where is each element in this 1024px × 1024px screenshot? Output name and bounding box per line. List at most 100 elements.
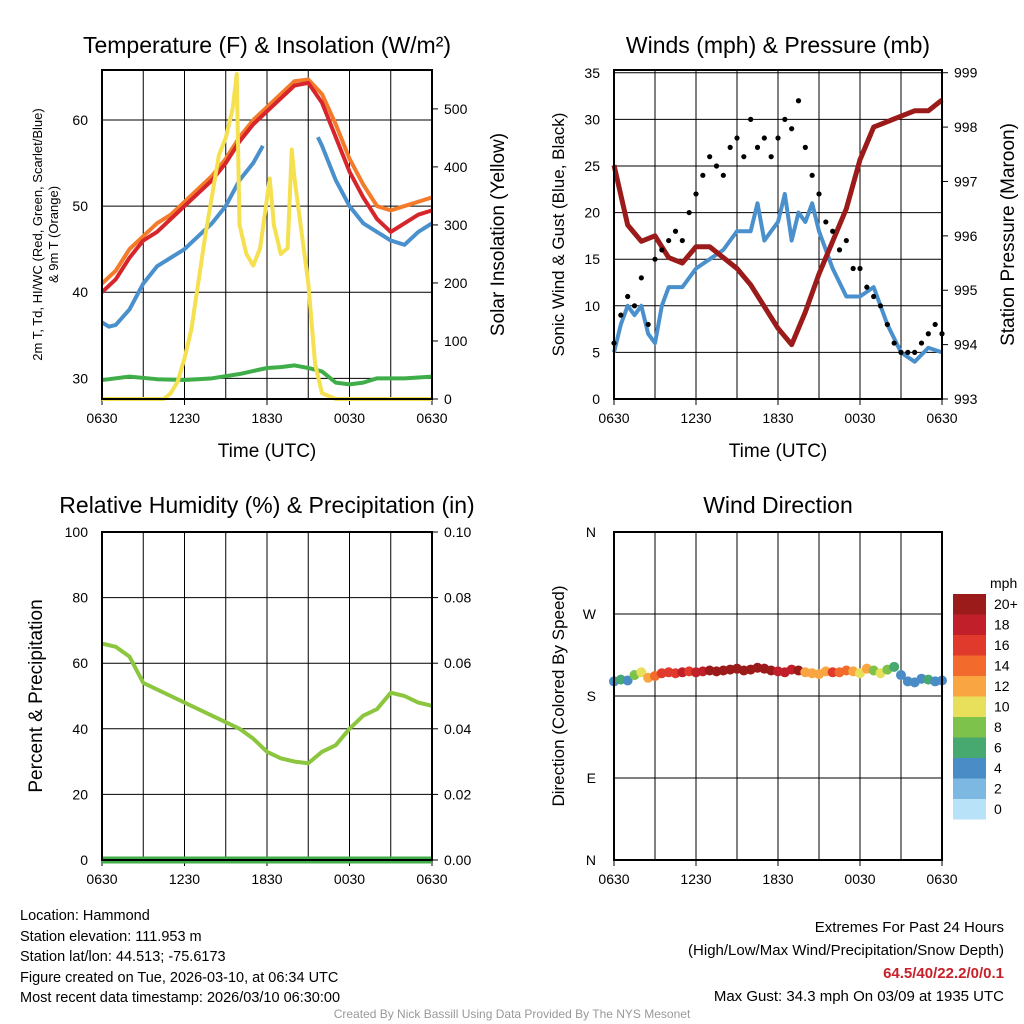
- legend-swatch: [953, 737, 986, 758]
- gust-point: [625, 293, 631, 300]
- series-sonic-wind: [612, 191, 943, 364]
- y2-tick-label: 0.04: [444, 721, 471, 737]
- gust-point: [836, 247, 843, 253]
- x-tick-label: 0030: [334, 871, 365, 887]
- max-gust: Max Gust: 34.3 mph On 03/09 at 1935 UTC: [713, 988, 1004, 1005]
- gust-point: [891, 340, 897, 346]
- x-tick-label: 0630: [598, 410, 629, 426]
- gust-point: [748, 116, 754, 122]
- x-tick-label: 0630: [926, 410, 957, 426]
- recent-timestamp: Most recent data timestamp: 2026/03/10 0…: [20, 990, 341, 1006]
- legend-swatch: [953, 778, 986, 799]
- legend-label: 18: [994, 617, 1010, 633]
- gust-point: [618, 312, 624, 318]
- y-tick-label: 0: [592, 391, 600, 407]
- series-2m-t: [100, 80, 433, 294]
- extremes-title: Extremes For Past 24 Hours: [814, 919, 1004, 936]
- gust-point: [816, 191, 822, 197]
- gust-point: [686, 209, 692, 216]
- legend-label: 2: [994, 781, 1002, 797]
- y2-tick-label: 0.00: [444, 852, 471, 868]
- y-tick-label: 5: [592, 344, 600, 360]
- panel-1: Temperature (F) & Insolation (W/m²) 30 40 5…: [30, 32, 509, 462]
- gust-point: [925, 331, 931, 337]
- y-tick-label: 40: [72, 721, 88, 737]
- y-tick-label: 60: [72, 112, 88, 128]
- y2-axis-label: Solar Insolation (Yellow): [488, 133, 509, 336]
- direction-point: [896, 670, 906, 681]
- gust-point: [789, 126, 795, 132]
- x-tick-label: 1230: [169, 410, 200, 426]
- x-tick-label: 0630: [86, 410, 117, 426]
- series-solar: [102, 72, 432, 401]
- y-tick-label: 35: [584, 65, 600, 81]
- y2-tick-label: 993: [954, 391, 978, 407]
- gust-point: [672, 228, 679, 234]
- chart-title: Temperature (F) & Insolation (W/m²): [83, 32, 451, 58]
- y2-tick-label: 400: [444, 159, 468, 175]
- gust-point: [713, 163, 720, 169]
- plot-frame: [613, 69, 943, 400]
- y-tick-label: 60: [72, 655, 88, 671]
- legend-label: 8: [994, 719, 1002, 735]
- x-tick-label: 0630: [416, 410, 447, 426]
- chart-title: Wind Direction: [703, 492, 853, 518]
- y2-tick-label: 994: [954, 337, 978, 353]
- y2-tick-label: 300: [444, 217, 468, 233]
- legend-swatch: [953, 635, 986, 656]
- y2-tick-label: 997: [954, 173, 978, 189]
- x-tick-label: 0630: [86, 871, 117, 887]
- gust-point: [782, 116, 788, 122]
- extremes-values: 64.5/40/22.2/0/0.1: [883, 965, 1004, 982]
- x-axis-label: Time (UTC): [218, 441, 317, 462]
- x-tick-label: 1230: [169, 871, 200, 887]
- gust-point: [761, 135, 767, 141]
- x-tick-label: 0630: [416, 871, 447, 887]
- legend-swatch: [953, 799, 986, 820]
- series-rh: [101, 641, 433, 766]
- direction-point: [889, 661, 900, 672]
- y2-tick-label: 996: [954, 228, 978, 244]
- legend-swatch: [953, 655, 986, 676]
- gust-point: [754, 144, 761, 150]
- y-tick-label: 100: [65, 524, 89, 540]
- y2-axis-label: Station Pressure (Maroon): [998, 123, 1019, 346]
- extremes-info: Extremes For Past 24 Hours (High/Low/Max…: [688, 916, 1004, 1008]
- y2-tick-label: 0.10: [444, 524, 471, 540]
- plot-frame: [101, 69, 433, 400]
- legend-label: 0: [994, 801, 1002, 817]
- legend-label: 6: [994, 740, 1002, 756]
- y-tick-label: 30: [72, 370, 88, 386]
- x-tick-label: 0030: [334, 410, 365, 426]
- panel-3: Relative Humidity (%) & Precipitation (i…: [26, 492, 475, 887]
- y-axis-label: 2m T, Td, HI/WC (Red, Green, Scarlet/Blu…: [30, 108, 45, 360]
- x-tick-label: 1230: [680, 410, 711, 426]
- y2-tick-label: 100: [444, 333, 468, 349]
- x-tick-label: 0030: [844, 410, 875, 426]
- series-hi-wc-b: [316, 136, 434, 247]
- y-axis-label: Percent & Precipitation: [26, 599, 47, 792]
- gust-point: [659, 247, 665, 253]
- speed-legend: mph 20+ 18 16 14 12 10 8 6 4 2 0: [953, 575, 1018, 820]
- y2-tick-label: 998: [954, 119, 978, 135]
- gust-point: [768, 154, 774, 160]
- gust-point: [912, 349, 918, 355]
- gust-point: [905, 349, 911, 355]
- y-tick-label: N: [586, 524, 596, 540]
- x-tick-label: 0030: [844, 871, 875, 887]
- series-pressure: [611, 97, 944, 348]
- gust-point: [898, 349, 904, 355]
- x-tick-label: 1830: [762, 410, 793, 426]
- extremes-legend: (High/Low/Max Wind/Precipitation/Snow De…: [688, 942, 1004, 959]
- gust-point: [918, 340, 925, 346]
- x-axis-label: Time (UTC): [729, 441, 828, 462]
- legend-swatch: [953, 758, 986, 779]
- x-tick-label: 1830: [251, 871, 282, 887]
- elevation: Station elevation: 111.953 m: [20, 928, 202, 945]
- y2-tick-label: 995: [954, 282, 978, 298]
- x-tick-label: 0630: [926, 871, 957, 887]
- y-tick-label: 50: [72, 198, 88, 214]
- y-tick-label: 25: [584, 158, 600, 174]
